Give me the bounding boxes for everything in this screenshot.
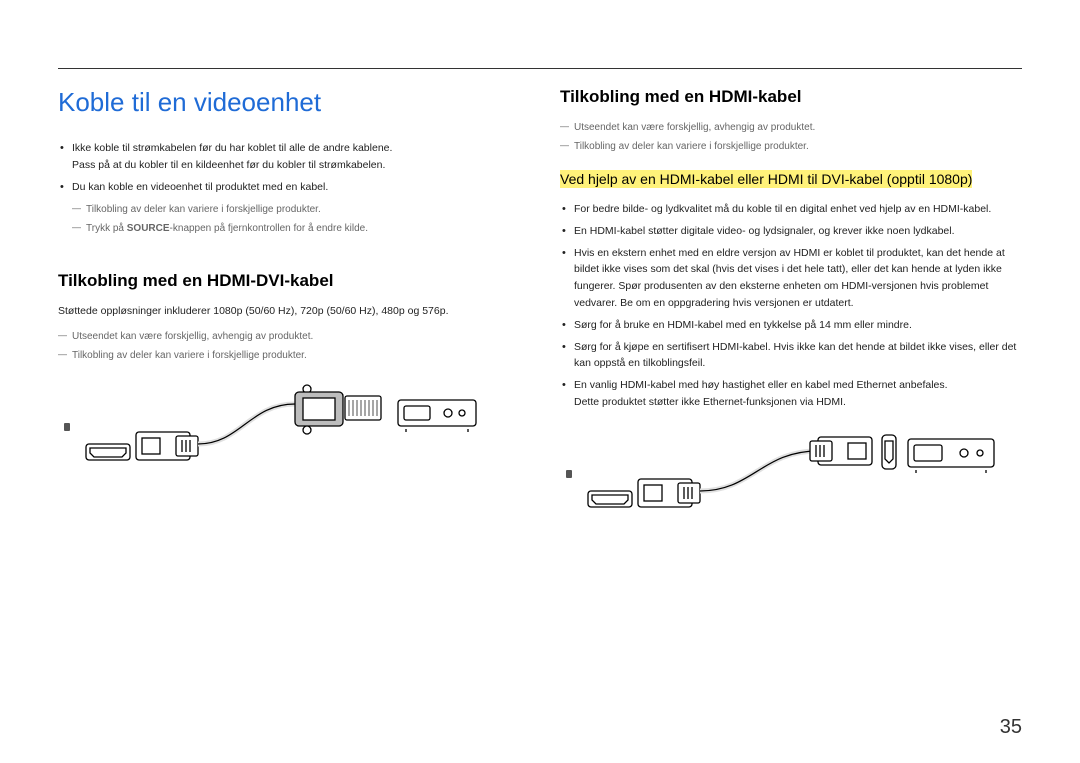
hdmi-highlight-heading: Ved hjelp av en HDMI-kabel eller HDMI ti…: [560, 171, 1022, 187]
top-rule: [58, 68, 1022, 69]
intro-subnotes: Tilkobling av deler kan variere i forskj…: [72, 201, 520, 237]
parts-subnote: Tilkobling av deler kan variere i forskj…: [58, 347, 520, 364]
hdmi-bullet-3: Hvis en ekstern enhet med en eldre versj…: [574, 245, 1022, 312]
left-column: Koble til en videoenhet Ikke koble til s…: [58, 87, 520, 519]
hdmi-cable-illustration: [582, 429, 1002, 519]
subnote-variation: Tilkobling av deler kan variere i forskj…: [72, 201, 520, 218]
hdmi-bullet-4: Sørg for å bruke en HDMI-kabel med en ty…: [574, 317, 1022, 334]
hdmi-dvi-cable-illustration: [80, 382, 480, 472]
appearance-subnote: Utseendet kan være forskjellig, avhengig…: [58, 328, 520, 345]
hdmi-diagram: [560, 429, 1022, 519]
page-number: 35: [1000, 716, 1022, 739]
hdmi-parts-subnote: Tilkobling av deler kan variere i forskj…: [560, 138, 1022, 155]
intro-bullet-list: Ikke koble til strømkabelen før du har k…: [58, 140, 520, 195]
two-column-layout: Koble til en videoenhet Ikke koble til s…: [58, 87, 1022, 519]
hdmi-dvi-diagram: [58, 382, 520, 472]
resolution-note: Støttede oppløsninger inkluderer 1080p (…: [58, 303, 520, 320]
right-column: Tilkobling med en HDMI-kabel Utseendet k…: [560, 87, 1022, 519]
subnote-source: Trykk på SOURCE-knappen på fjernkontroll…: [72, 220, 520, 237]
port-label-icon-2: [566, 470, 572, 478]
intro-bullet-2: Du kan koble en videoenhet til produktet…: [72, 179, 520, 196]
hdmi-bullet-6: En vanlig HDMI-kabel med høy hastighet e…: [574, 377, 1022, 411]
port-label-icon: [64, 423, 70, 431]
hdmi-bullet-1: For bedre bilde- og lydkvalitet må du ko…: [574, 201, 1022, 218]
main-heading: Koble til en videoenhet: [58, 87, 520, 118]
hdmi-dvi-heading: Tilkobling med en HDMI-DVI-kabel: [58, 271, 520, 291]
hdmi-appearance-subnote: Utseendet kan være forskjellig, avhengig…: [560, 119, 1022, 136]
hdmi-dvi-section: Tilkobling med en HDMI-DVI-kabel Støtted…: [58, 271, 520, 472]
hdmi-bullet-5: Sørg for å kjøpe en sertifisert HDMI-kab…: [574, 339, 1022, 373]
hdmi-heading: Tilkobling med en HDMI-kabel: [560, 87, 1022, 107]
hdmi-bullet-2: En HDMI-kabel støtter digitale video- og…: [574, 223, 1022, 240]
hdmi-bullet-list: For bedre bilde- og lydkvalitet må du ko…: [560, 201, 1022, 411]
intro-bullet-1: Ikke koble til strømkabelen før du har k…: [72, 140, 520, 174]
